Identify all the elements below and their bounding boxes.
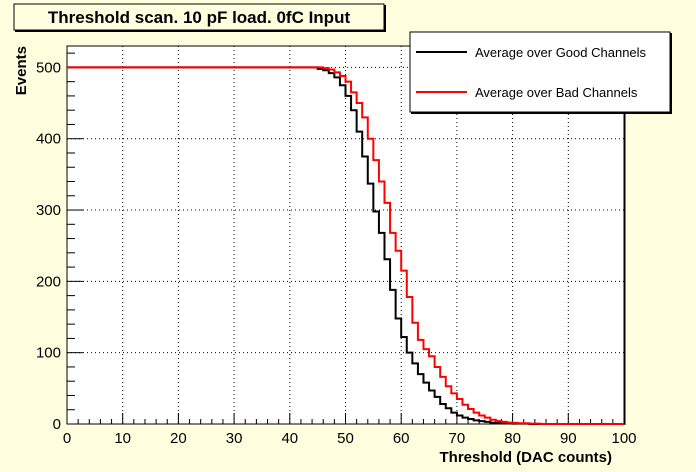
y-tick-label: 0 [53, 416, 61, 433]
x-tick-label: 50 [337, 430, 354, 447]
legend: Average over Good Channels Average over … [409, 31, 672, 114]
chart-title: Threshold scan. 10 pF load. 0fC Input [48, 8, 351, 27]
series-line-good-channels [67, 66, 624, 425]
y-axis-title: Events [13, 46, 30, 95]
x-tick-label: 30 [226, 430, 243, 447]
x-tick-label: 90 [560, 430, 577, 447]
series-layer [67, 66, 624, 425]
y-tick-label: 300 [36, 202, 61, 219]
y-tick-label: 200 [36, 273, 61, 290]
x-tick-label: 40 [281, 430, 298, 447]
y-tick-label: 400 [36, 131, 61, 148]
y-tick-labels: 0 100 200 300 400 500 [36, 59, 61, 433]
x-tick-label: 10 [114, 430, 131, 447]
x-tick-label: 100 [611, 430, 636, 447]
legend-label-bad: Average over Bad Channels [475, 85, 638, 100]
x-tick-label: 70 [449, 430, 466, 447]
title-frame [13, 3, 385, 31]
x-axis-title: Threshold (DAC counts) [440, 449, 613, 466]
x-tick-label: 20 [170, 430, 187, 447]
y-tick-label: 500 [36, 59, 61, 76]
x-tick-label: 60 [393, 430, 410, 447]
x-tick-labels: 0 10 20 30 40 50 60 70 80 90 100 [63, 430, 637, 447]
y-tick-label: 100 [36, 345, 61, 362]
title-box: Threshold scan. 10 pF load. 0fC Input [13, 3, 386, 32]
legend-label-good: Average over Good Channels [475, 45, 647, 60]
x-tick-label: 80 [504, 430, 521, 447]
legend-frame [409, 31, 671, 113]
series-line-bad-channels [67, 66, 624, 425]
x-tick-label: 0 [63, 430, 71, 447]
